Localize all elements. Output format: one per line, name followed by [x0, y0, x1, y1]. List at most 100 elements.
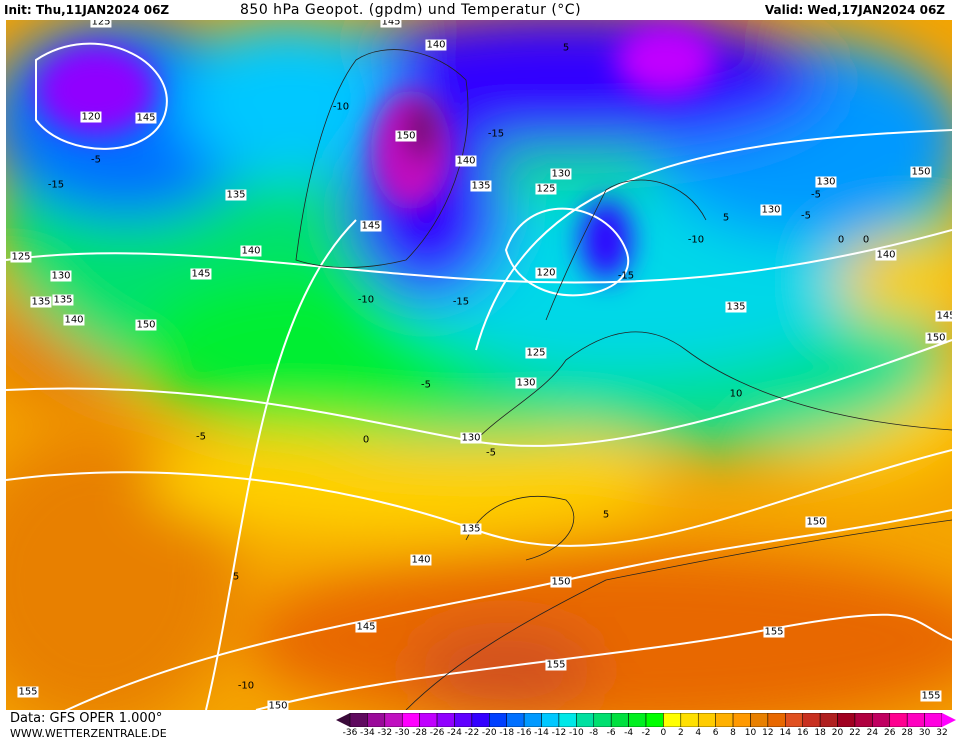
colorbar-tick-label: 12	[762, 728, 774, 738]
temperature-label: -15	[452, 296, 470, 308]
geopotential-label: 125	[10, 251, 32, 263]
colorbar-cell	[906, 713, 925, 727]
geopotential-label: 150	[267, 700, 289, 710]
temperature-label: -15	[487, 128, 505, 140]
colorbar-tick-label: 14	[779, 728, 792, 738]
geopotential-label: 150	[135, 319, 157, 331]
colorbar-tick-label: -14	[534, 728, 549, 738]
geopotential-label: 140	[425, 39, 447, 51]
geopotential-label: 145	[360, 220, 382, 232]
colorbar-cell	[610, 713, 629, 727]
colorbar-tick-label: -36	[342, 728, 358, 738]
temperature-label: 0	[862, 234, 870, 246]
colorbar-cell	[663, 713, 682, 727]
colorbar-cell	[419, 713, 438, 727]
temperature-label: 0	[362, 434, 370, 446]
geopotential-label: 150	[550, 576, 572, 588]
data-source: Data: GFS OPER 1.000°	[10, 711, 163, 726]
colorbar-tick-label: 26	[884, 728, 896, 738]
colorbar-cell	[489, 713, 507, 727]
colorbar-tick-label: 2	[677, 728, 684, 738]
colorbar-cell	[872, 713, 891, 727]
geopotential-label: 120	[80, 111, 102, 123]
geopotential-label: 135	[470, 180, 492, 192]
colorbar-tick-label: -24	[447, 728, 462, 738]
valid-time: Valid: Wed,17JAN2024 06Z	[764, 3, 945, 17]
colorbar-cell	[854, 713, 873, 727]
colorbar-tick-label: -4	[624, 728, 634, 738]
geopotential-label: 145	[190, 268, 212, 280]
temperature-label: 5	[562, 42, 570, 54]
website: WWW.WETTERZENTRALE.DE	[10, 727, 167, 740]
geopotential-label: 150	[910, 166, 932, 178]
colorbar-tick-label: 4	[695, 728, 702, 738]
colorbar-cell	[924, 713, 943, 727]
geopotential-label: 145	[135, 112, 157, 124]
geopotential-label: 135	[460, 523, 482, 535]
colorbar-tick-label: -34	[360, 728, 375, 738]
colorbar-tick-label: -12	[551, 728, 567, 738]
colorbar-cell	[732, 713, 751, 727]
geopotential-label: 150	[925, 332, 947, 344]
geopotential-label: 130	[760, 204, 782, 216]
geopotential-label: 120	[535, 267, 557, 279]
geopotential-label: 135	[725, 301, 747, 313]
colorbar-cell	[401, 713, 420, 727]
colorbar-tick-label: -20	[481, 728, 497, 738]
colorbar-ticks: -36 -34 -32 -30 -28 -26 -24 -22 -20 -18 -16 -14 -12-…	[336, 728, 956, 740]
colorbar-arrow-high	[942, 713, 956, 727]
colorbar-cell	[576, 713, 595, 727]
geopotential-label: 140	[240, 245, 262, 257]
temperature-label: -5	[421, 379, 431, 391]
geopotential-label: 125	[90, 20, 112, 28]
colorbar-cell	[645, 713, 664, 727]
colorbar-tick-label: -18	[499, 728, 515, 738]
colorbar-tick-label: -8	[589, 728, 599, 738]
colorbar-tick-label: -10	[568, 728, 584, 738]
temperature-field	[6, 20, 952, 710]
weather-map: 125 120 145 135 135 140 145 150 150 145 140 135 130 1…	[6, 20, 952, 710]
temperature-label: -10	[237, 680, 255, 692]
colorbar-tick-label: -32	[377, 728, 393, 738]
colorbar-cell	[558, 713, 577, 727]
colorbar-cell	[541, 713, 560, 727]
colorbar-cell	[628, 713, 647, 727]
geopotential-label: 125	[525, 347, 547, 359]
temperature-label: -5	[486, 447, 496, 459]
colorbar-cell	[889, 713, 908, 727]
colorbar-tick-label: 24	[866, 728, 879, 738]
temperature-label: 5	[722, 212, 730, 224]
colorbar-cell	[454, 713, 473, 727]
colorbar-cell	[819, 713, 838, 727]
colorbar-tick-label: 32	[936, 728, 948, 738]
colorbar-tick-label: 0	[660, 728, 667, 738]
colorbar-cell	[593, 713, 612, 727]
temperature-label: -10	[332, 101, 350, 113]
colorbar-tick-label: 22	[849, 728, 861, 738]
colorbar-cell	[384, 713, 403, 727]
colorbar-tick-label: 16	[796, 728, 809, 738]
init-time: Init: Thu,11JAN2024 06Z	[4, 3, 170, 17]
geopotential-label: 135	[225, 189, 247, 201]
colorbar-cell	[802, 713, 821, 727]
colorbar-cell	[715, 713, 734, 727]
geopotential-label: 145	[935, 310, 952, 322]
colorbar-tick-label: 30	[918, 728, 931, 738]
geopotential-label: 130	[50, 270, 72, 282]
temperature-label: 5	[602, 509, 610, 521]
colorbar-tick-label: 8	[730, 728, 736, 738]
geopotential-label: 150	[805, 516, 827, 528]
temperature-label: -5	[801, 210, 811, 222]
geopotential-label: 155	[920, 690, 942, 702]
geopotential-label: 150	[395, 130, 417, 142]
temperature-label: -5	[196, 431, 206, 443]
colorbar-tick-label: -6	[606, 728, 616, 738]
colorbar-tick-label: 20	[831, 728, 844, 738]
map-title: 850 hPa Geopot. (gpdm) und Temperatur (°…	[240, 2, 582, 18]
coastlines	[295, 49, 952, 710]
geopotential-label: 145	[380, 20, 402, 28]
temperature-label: 0	[837, 234, 845, 246]
geopotential-label: 135	[52, 294, 74, 306]
colorbar-cell	[349, 713, 368, 727]
geopotential-label: 145	[355, 621, 377, 633]
